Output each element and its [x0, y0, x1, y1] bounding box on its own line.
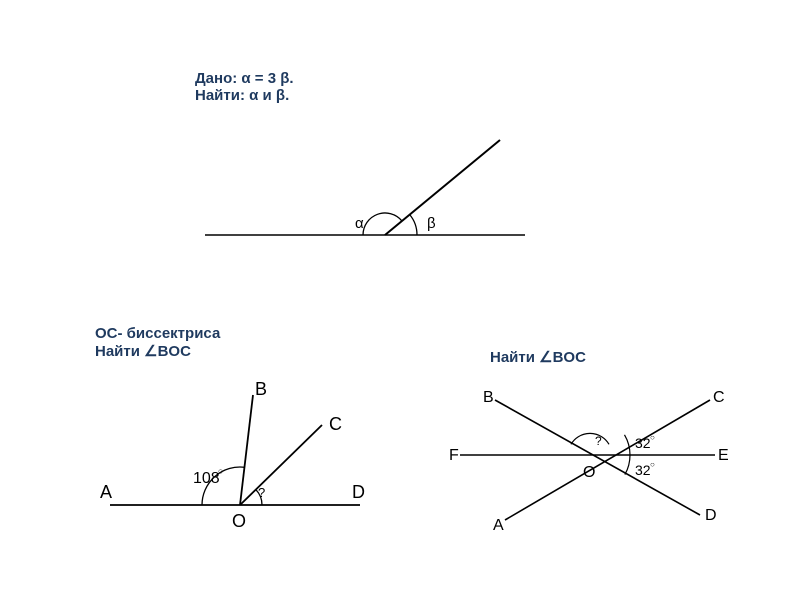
- p3-line-BD: [495, 400, 700, 515]
- p2-line-OC: [240, 425, 322, 505]
- problem1-text: Дано: α = 3 β. Найти: α и β.: [195, 70, 294, 104]
- p2-val: 108: [193, 470, 220, 487]
- p2-title2: Найти ∠BOC: [95, 343, 191, 360]
- p1-arc-alpha: [363, 213, 402, 235]
- p3-A: A: [493, 517, 504, 534]
- problem1-diagram: α β: [205, 135, 545, 265]
- p2-line-OB: [240, 395, 253, 505]
- p1-given-label: Дано:: [195, 70, 237, 87]
- p3-v2: 32: [635, 462, 651, 478]
- p2-O: O: [232, 511, 246, 531]
- p3-E: E: [718, 447, 729, 464]
- p1-find-expr: α и β.: [249, 87, 289, 104]
- p2-C: C: [329, 414, 342, 434]
- p2-title1: OC- биссектриса: [95, 325, 220, 342]
- p3-B: B: [483, 389, 494, 406]
- p1-beta-label: β: [427, 215, 436, 232]
- p1-find-label: Найти:: [195, 87, 245, 104]
- p3-O: O: [583, 464, 595, 481]
- problem3-diagram: ? 32 ○ 32 ○ A B C D E F O: [435, 380, 745, 540]
- problem3-text: Найти ∠BOC: [490, 348, 586, 366]
- p2-A: A: [100, 482, 112, 502]
- p3-line-AC: [505, 400, 710, 520]
- p1-arc-beta: [410, 215, 417, 236]
- p3-arc-32b: [625, 455, 630, 475]
- p2-deg: ○: [218, 466, 223, 476]
- p3-D: D: [705, 507, 717, 524]
- p1-ray: [385, 140, 500, 235]
- p1-alpha-label: α: [355, 215, 364, 232]
- p3-title: Найти ∠BOC: [490, 349, 586, 366]
- p3-arc-32a: [625, 435, 631, 455]
- p1-given-expr: α = 3 β.: [241, 70, 293, 87]
- p3-d2: ○: [650, 460, 655, 469]
- p2-q: ?: [258, 485, 265, 500]
- p2-B: B: [255, 379, 267, 399]
- problem2-diagram: 108 ○ ? A B C D O: [90, 375, 380, 555]
- p3-q: ?: [595, 434, 602, 448]
- p2-D: D: [352, 482, 365, 502]
- p3-F: F: [449, 447, 459, 464]
- p3-C: C: [713, 389, 725, 406]
- p3-d1: ○: [650, 433, 655, 442]
- problem2-text: OC- биссектриса Найти ∠BOC: [95, 325, 220, 360]
- p3-arc-q: [571, 433, 609, 444]
- p3-v1: 32: [635, 435, 651, 451]
